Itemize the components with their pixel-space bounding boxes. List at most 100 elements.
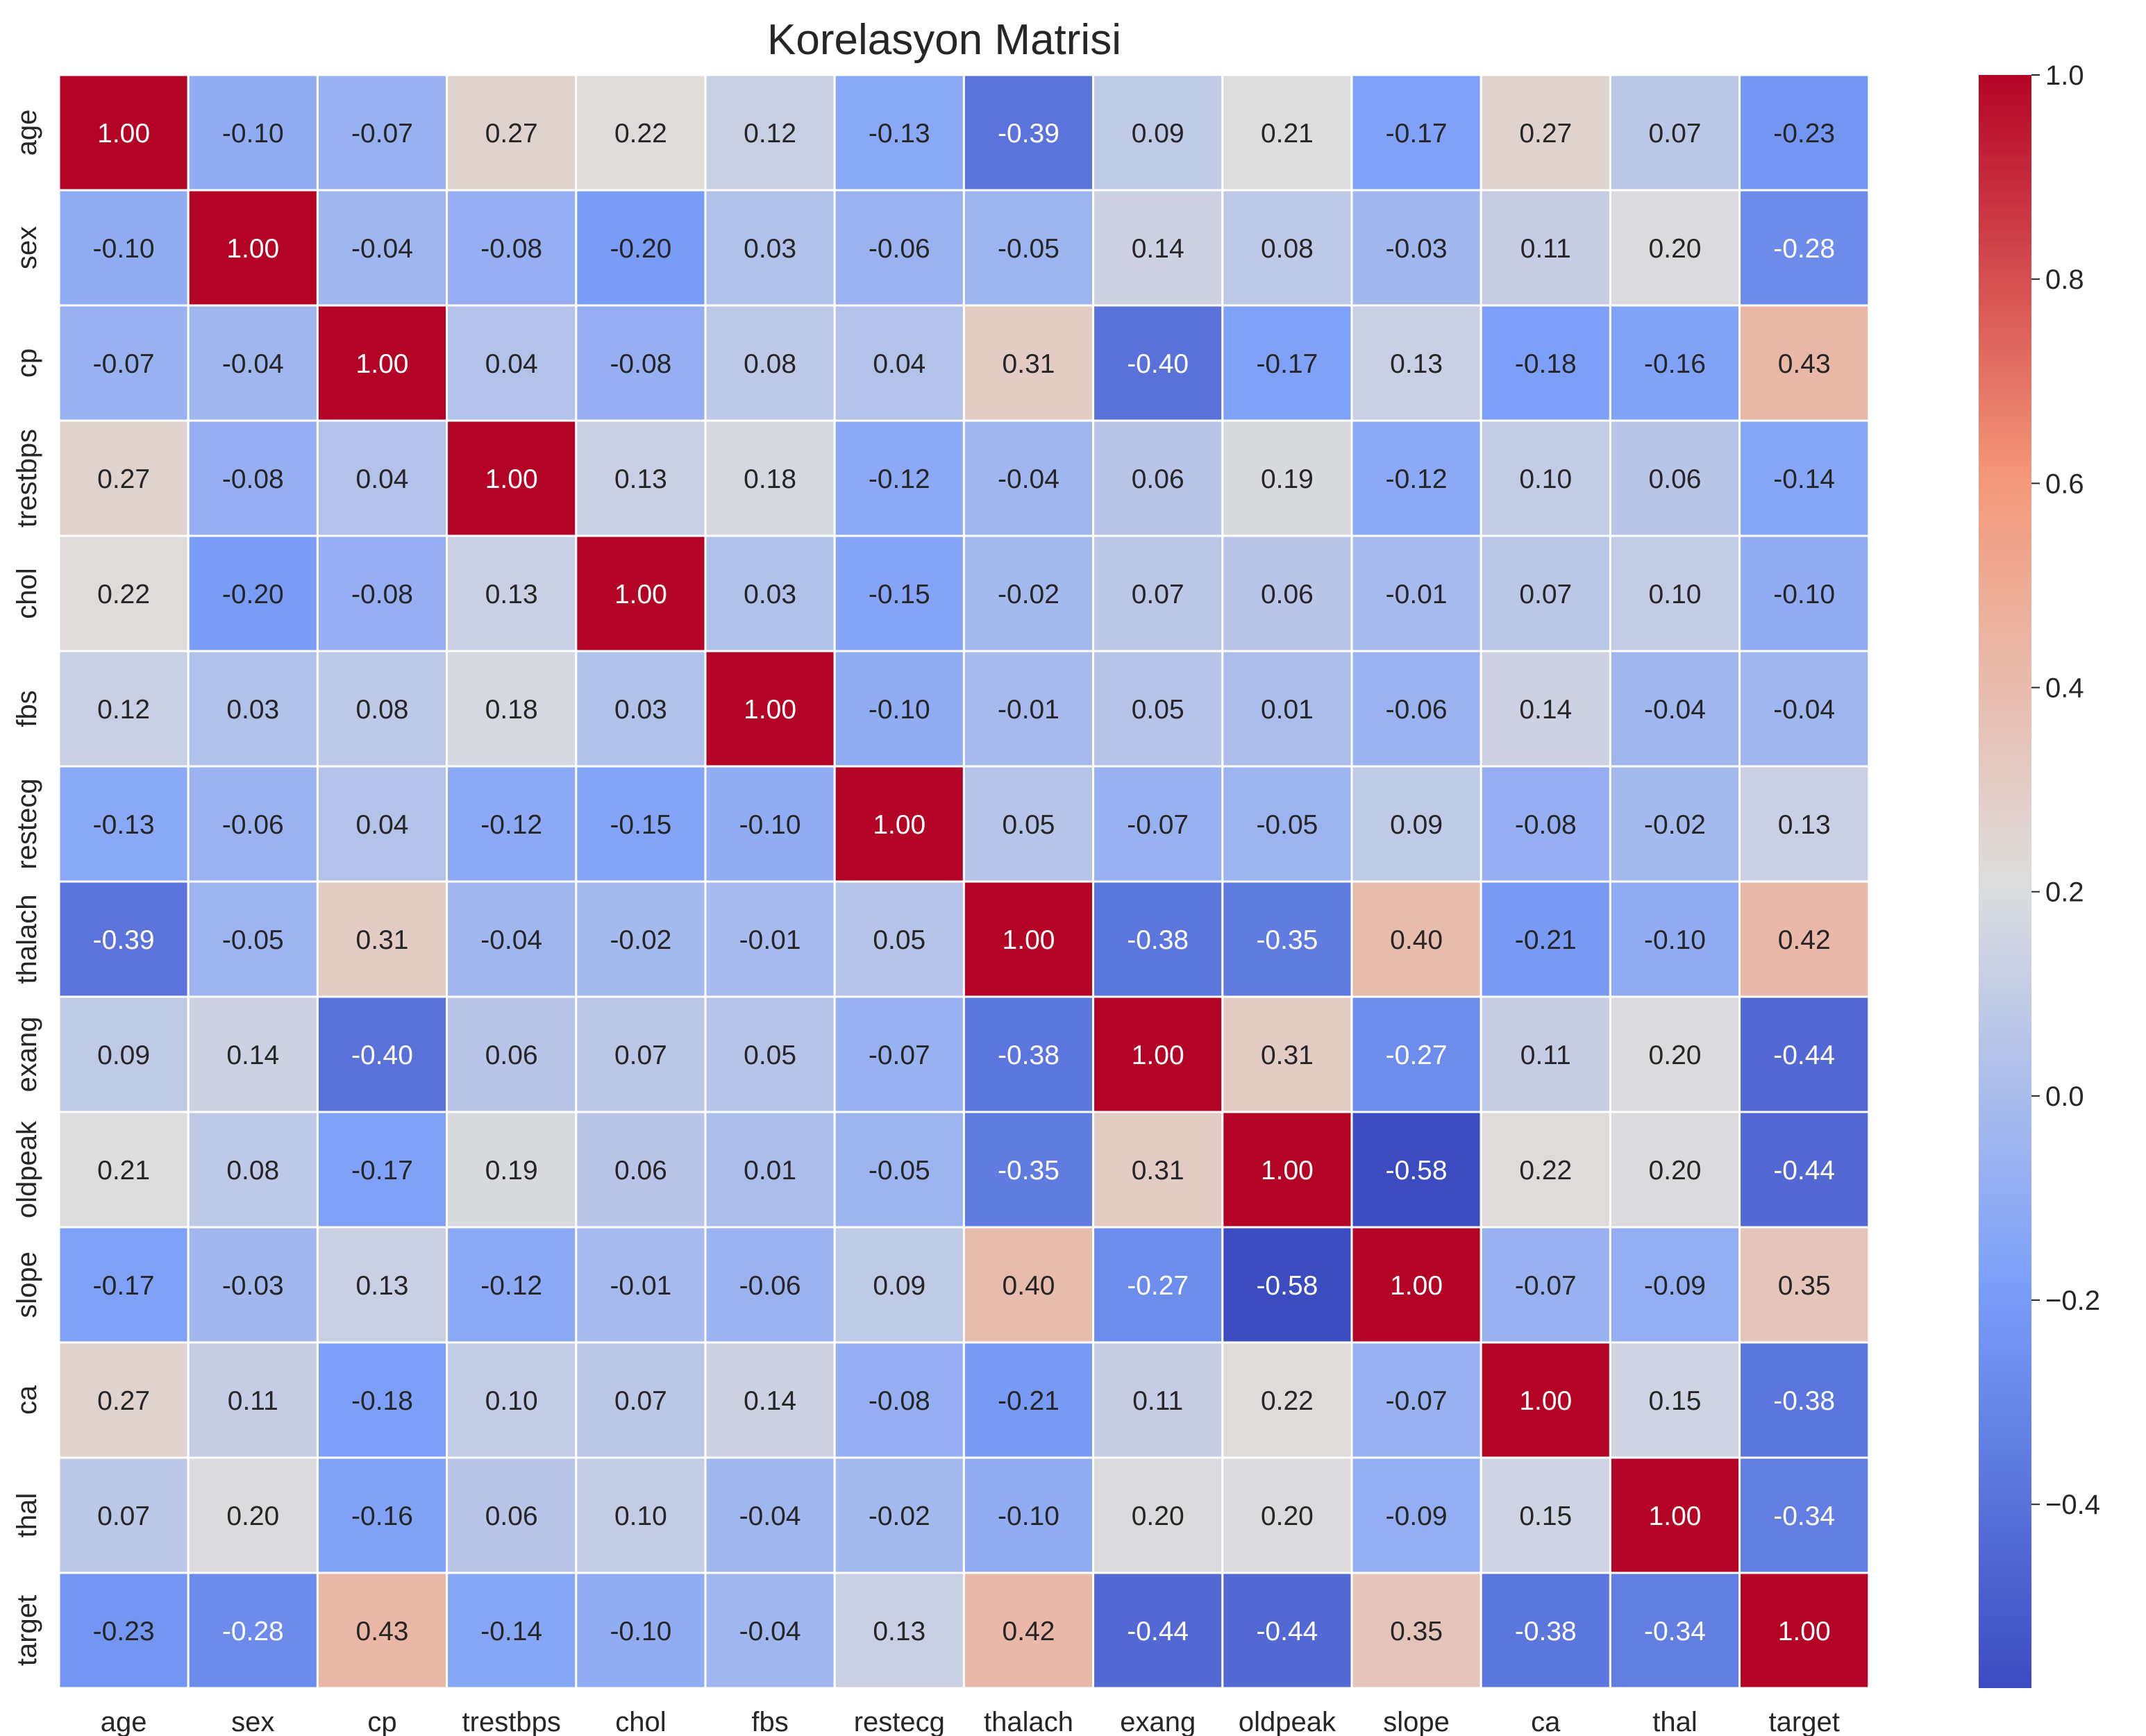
- cell-value-label: 0.05: [1003, 810, 1055, 840]
- cell-value-label: -0.14: [480, 1617, 542, 1646]
- cell-value-label: -0.06: [222, 810, 284, 840]
- cell-value-label: 0.20: [1649, 1156, 1702, 1186]
- heatmap-cell: [833, 189, 965, 307]
- x-tick-label: restecg: [854, 1707, 945, 1736]
- heatmap-cell: [704, 1111, 836, 1229]
- heatmap-cell: [1350, 1456, 1482, 1574]
- heatmap-cell: [1092, 1226, 1224, 1344]
- heatmap-cell: [1738, 1111, 1870, 1229]
- cell-value-label: 0.11: [228, 1386, 278, 1416]
- cell-value-label: -0.27: [1127, 1271, 1189, 1301]
- cell-value-label: -0.05: [998, 234, 1059, 264]
- heatmap-cell: [833, 419, 965, 537]
- colorbar-tick-label: 0.0: [2045, 1081, 2084, 1112]
- heatmap-cell: [575, 189, 707, 307]
- cell-value-label: 0.21: [97, 1156, 150, 1186]
- cell-value-label: 1.00: [1519, 1386, 1572, 1416]
- cell-value-label: 0.09: [1390, 810, 1443, 840]
- colorbar-tick-label: 0.4: [2045, 673, 2084, 704]
- heatmap-cell: [187, 880, 319, 998]
- heatmap-cell: [446, 880, 578, 998]
- cell-value-label: 0.19: [485, 1156, 538, 1186]
- cell-value-label: -0.28: [1773, 234, 1835, 264]
- cell-value-label: -0.38: [1773, 1386, 1835, 1416]
- heatmap-cell: [1738, 534, 1870, 652]
- cell-value-label: -0.08: [222, 464, 284, 494]
- heatmap-cell: [704, 880, 836, 998]
- heatmap-cell: [833, 1341, 965, 1459]
- cell-value-label: 0.42: [1003, 1617, 1055, 1646]
- cell-value-label: 0.06: [1649, 464, 1702, 494]
- heatmap-cell: [316, 765, 449, 883]
- heatmap-cell: [1479, 880, 1611, 998]
- heatmap-cell: [1738, 1341, 1870, 1459]
- cell-value-label: 0.08: [744, 349, 796, 379]
- heatmap-cell: [962, 1571, 1095, 1689]
- heatmap-cell: [316, 419, 449, 537]
- cell-value-label: -0.20: [222, 580, 284, 609]
- heatmap-cell: [1738, 74, 1870, 192]
- heatmap-cell: [1479, 304, 1611, 422]
- x-tick-label: target: [1769, 1707, 1840, 1736]
- cell-value-label: -0.01: [739, 925, 801, 955]
- heatmap-cell: [1350, 304, 1482, 422]
- cell-value-label: -0.18: [351, 1386, 413, 1416]
- cell-value-label: 1.00: [356, 349, 409, 379]
- cell-value-label: 0.07: [1519, 580, 1572, 609]
- cell-value-label: 1.00: [614, 580, 667, 609]
- cell-value-label: 0.10: [485, 1386, 538, 1416]
- heatmap-cell: [316, 995, 449, 1113]
- cell-value-label: 0.03: [614, 695, 667, 725]
- heatmap-cell: [446, 650, 578, 768]
- heatmap-cell: [316, 304, 449, 422]
- heatmap-cell: [58, 765, 190, 883]
- cell-value-label: 0.20: [226, 1501, 279, 1531]
- cell-value-label: -0.23: [93, 1617, 155, 1646]
- heatmap-cell: [1350, 650, 1482, 768]
- heatmap-cell: [446, 765, 578, 883]
- cell-value-label: -0.38: [1127, 925, 1189, 955]
- cell-value-label: -0.35: [1256, 925, 1318, 955]
- cell-value-label: -0.39: [93, 925, 155, 955]
- cell-value-label: -0.14: [1773, 464, 1835, 494]
- heatmap-cell: [1479, 765, 1611, 883]
- cell-value-label: -0.21: [1515, 925, 1577, 955]
- cell-value-label: 0.10: [614, 1501, 667, 1531]
- cell-value-label: 0.04: [356, 810, 409, 840]
- heatmap-cell: [704, 995, 836, 1113]
- heatmap-cell: [1350, 1571, 1482, 1689]
- y-tick-label: thal: [12, 1493, 42, 1538]
- heatmap-cell: [1350, 1226, 1482, 1344]
- heatmap-cell: [1350, 419, 1482, 537]
- heatmap-cell: [1738, 995, 1870, 1113]
- heatmap-cell: [1221, 74, 1353, 192]
- cell-value-label: 0.07: [614, 1386, 667, 1416]
- cell-value-label: -0.15: [610, 810, 671, 840]
- cell-value-label: 0.20: [1132, 1501, 1184, 1531]
- cell-value-label: 1.00: [97, 119, 150, 149]
- y-tick-label: sex: [12, 226, 42, 269]
- cell-value-label: 0.22: [97, 580, 150, 609]
- heatmap-cell: [187, 1341, 319, 1459]
- colorbar: 1.0 0.8 0.6 0.4 0.2 0.0 −0.2 −0.4: [1979, 60, 2100, 1688]
- cell-value-label: 0.22: [614, 119, 667, 149]
- cell-value-label: -0.03: [222, 1271, 284, 1301]
- heatmap-cell: [1609, 1571, 1741, 1689]
- cell-value-label: 0.27: [485, 119, 538, 149]
- cell-value-label: -0.06: [1386, 695, 1448, 725]
- cell-value-label: 0.07: [1649, 119, 1702, 149]
- cell-value-label: -0.17: [93, 1271, 155, 1301]
- heatmap-cell: [58, 880, 190, 998]
- cell-value-label: 0.15: [1649, 1386, 1702, 1416]
- heatmap-cell: [1221, 1226, 1353, 1344]
- cell-value-label: 0.13: [485, 580, 538, 609]
- cell-value-label: 0.05: [873, 925, 925, 955]
- colorbar-tick-label: −0.4: [2045, 1490, 2100, 1520]
- cell-value-label: 0.07: [1132, 580, 1184, 609]
- heatmap-cell: [1221, 534, 1353, 652]
- cell-value-label: -0.40: [351, 1040, 413, 1070]
- y-tick-label: exang: [12, 1017, 42, 1093]
- heatmap-cell: [1479, 74, 1611, 192]
- cell-value-label: 0.35: [1778, 1271, 1831, 1301]
- x-tick-label: cp: [367, 1707, 396, 1736]
